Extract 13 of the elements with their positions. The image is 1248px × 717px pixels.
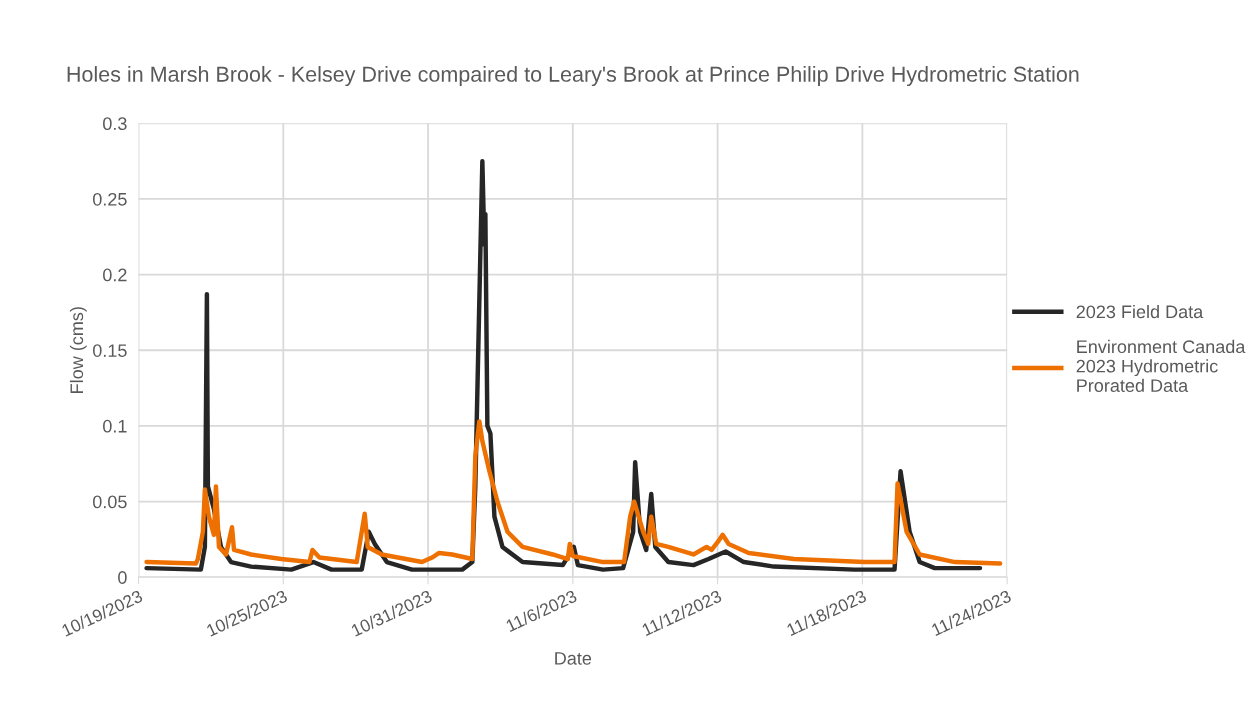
y-axis-title: Flow (cms) xyxy=(69,307,87,393)
x-axis-title: Date xyxy=(555,652,592,665)
y-tick-label: 0.25 xyxy=(92,192,127,206)
y-tick-label: 0.15 xyxy=(92,344,127,357)
y-tick-label: 0.1 xyxy=(103,419,127,433)
legend-label: Environment Canada 2023 Hydrometric Prorated Data xyxy=(1076,339,1246,392)
chart-title: Holes in Marsh Brook - Kelsey Drive compaired to Leary's Brook at Prince Philip Drive Hydrometric Station xyxy=(67,66,1079,87)
y-tick-label: 0.2 xyxy=(103,268,127,282)
line-series xyxy=(144,419,1003,566)
y-tick-label: 0.3 xyxy=(103,117,127,131)
y-tick-label: 0 xyxy=(118,571,127,584)
legend-label: 2023 Field Data xyxy=(1076,304,1204,319)
y-tick-label: 0.05 xyxy=(92,495,127,509)
